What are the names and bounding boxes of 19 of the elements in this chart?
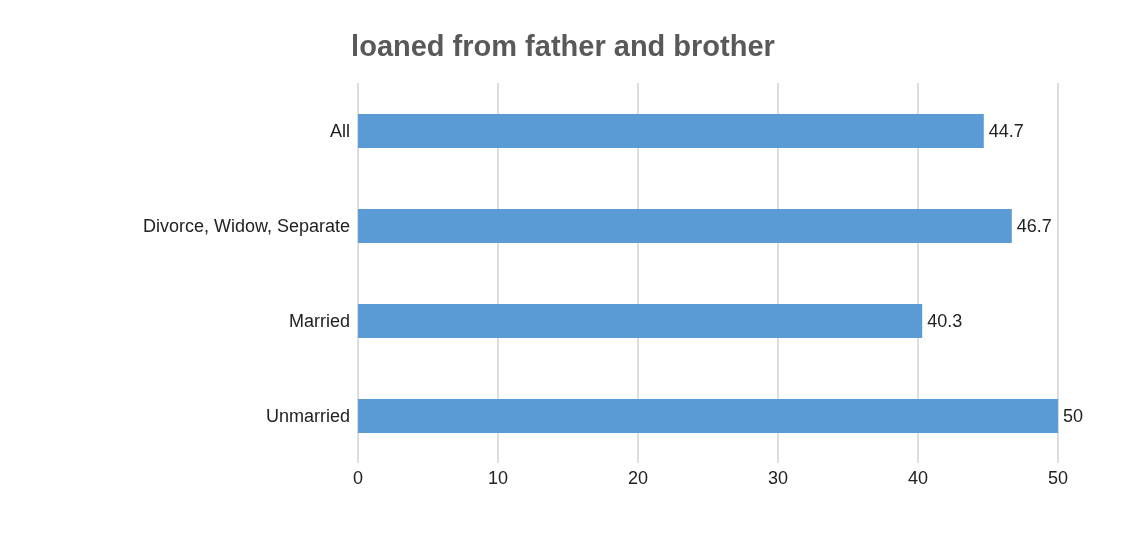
bar	[358, 304, 923, 338]
bar	[358, 209, 1012, 243]
bar	[358, 114, 984, 148]
data-label: 40.3	[927, 311, 963, 332]
data-label: 50	[1063, 406, 1084, 427]
x-tick-label: 0	[352, 467, 364, 488]
data-label: 44.7	[988, 121, 1024, 142]
x-tick-label: 10	[487, 467, 509, 488]
x-tick-label: 50	[1047, 467, 1069, 488]
bar	[358, 399, 1058, 433]
data-label: 46.7	[1016, 216, 1052, 237]
y-tick-label: Divorce, Widow, Separate	[142, 215, 350, 236]
y-tick-label: Unmarried	[265, 405, 350, 426]
x-tick-label: 20	[627, 467, 649, 488]
x-tick-label: 40	[907, 467, 929, 488]
chart-title: loaned from father and brother	[350, 30, 776, 63]
y-tick-label: Married	[288, 310, 350, 331]
x-tick-label: 30	[767, 467, 789, 488]
y-tick-label: All	[329, 120, 350, 141]
